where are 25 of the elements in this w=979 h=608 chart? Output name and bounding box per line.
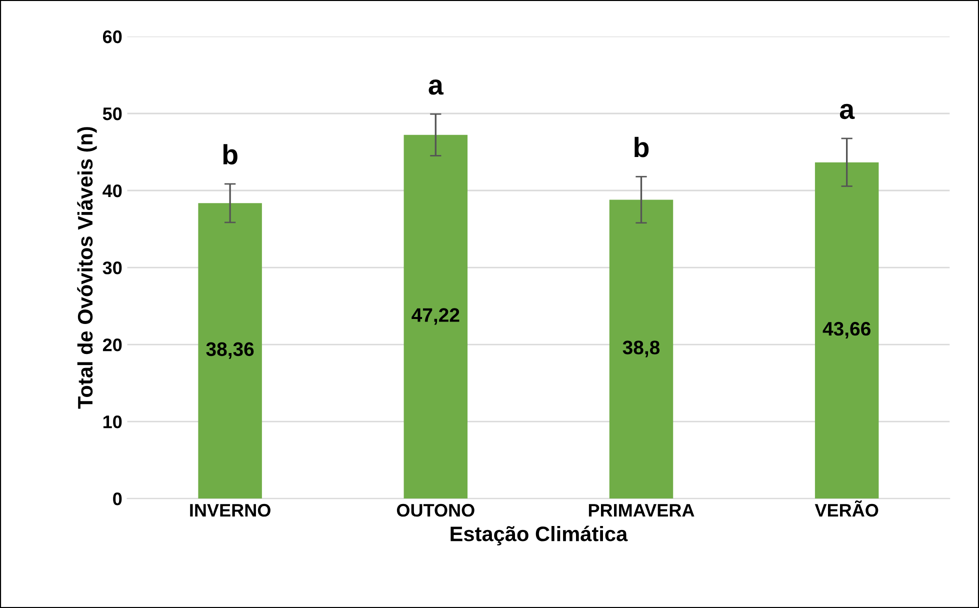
y-tick-label: 60 [102, 30, 122, 44]
x-tick-label: VERÃO [814, 500, 878, 517]
y-tick-label: 50 [102, 107, 122, 120]
y-axis-title: Total de Ovóvitos Viáveis (n) [77, 127, 97, 409]
x-axis-title: Estação Climática [450, 526, 628, 546]
bar [198, 203, 262, 499]
annotation: a [840, 104, 855, 120]
y-tick-label: 10 [103, 415, 122, 428]
data-label: 38,36 [206, 342, 254, 359]
data-label: 38,8 [622, 340, 660, 358]
x-tick-label: PRIMAVERA [588, 504, 694, 517]
y-tick-label: 0 [113, 492, 122, 506]
data-label: 43,66 [822, 322, 870, 338]
annotation: a [428, 80, 444, 95]
bar [814, 162, 879, 499]
x-tick-label: OUTONO [396, 504, 474, 517]
y-tick-label: 30 [102, 261, 122, 274]
bar [609, 200, 674, 499]
annotation: b [634, 136, 649, 158]
data-label: 47,22 [412, 308, 460, 325]
y-tick-label: 20 [102, 338, 122, 352]
x-tick-label: INVERNO [190, 504, 270, 517]
bar [404, 134, 468, 499]
y-tick-label: 40 [102, 184, 122, 198]
annotation: b [223, 144, 238, 165]
